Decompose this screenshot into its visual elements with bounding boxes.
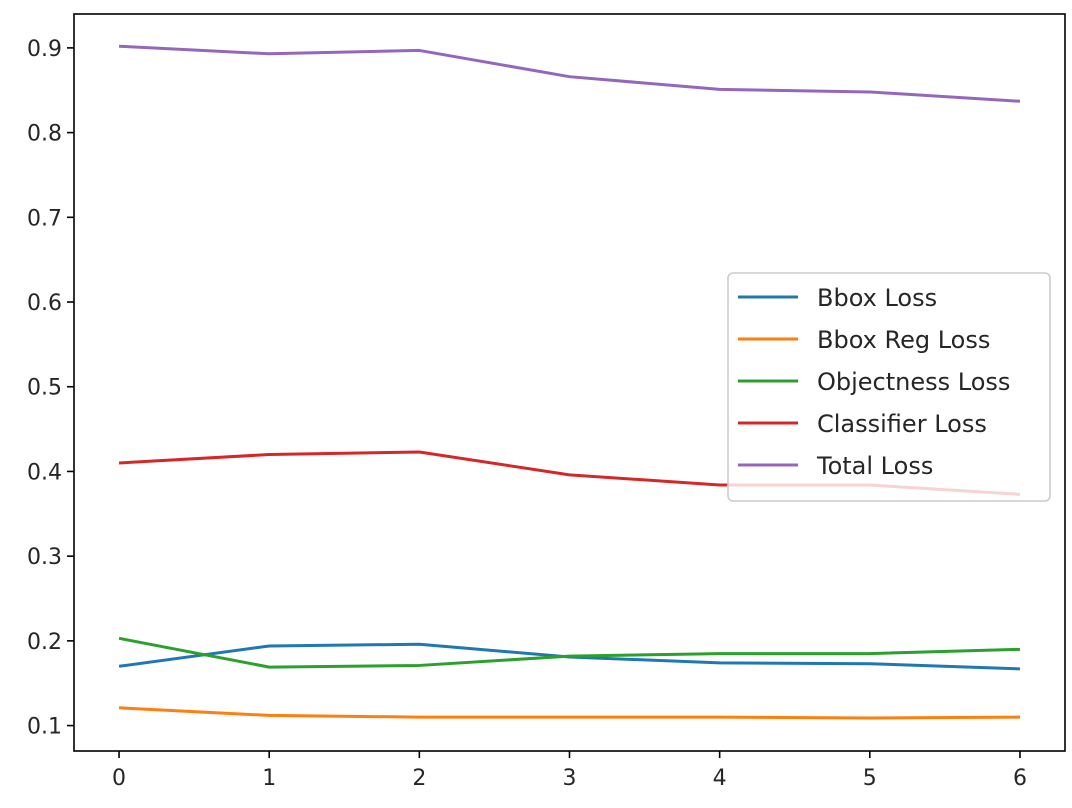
x-tick-label: 0 <box>112 766 126 791</box>
legend-label: Classifier Loss <box>817 410 987 438</box>
x-tick-label: 6 <box>1013 766 1027 791</box>
legend-label: Objectness Loss <box>817 368 1010 396</box>
legend-label: Total Loss <box>816 452 933 480</box>
x-tick-label: 5 <box>863 766 877 791</box>
legend-label: Bbox Reg Loss <box>817 326 990 354</box>
y-tick-label: 0.9 <box>27 37 62 62</box>
x-tick-label: 4 <box>713 766 727 791</box>
y-tick-label: 0.2 <box>27 630 62 655</box>
x-tick-label: 1 <box>262 766 276 791</box>
y-tick-label: 0.5 <box>27 376 62 401</box>
y-tick-label: 0.8 <box>27 122 62 147</box>
x-tick-label: 3 <box>563 766 577 791</box>
y-tick-label: 0.7 <box>27 206 62 231</box>
series-line-4 <box>118 44 1021 103</box>
y-tick-label: 0.3 <box>27 545 62 570</box>
legend-label: Bbox Loss <box>817 284 937 312</box>
series-line-2 <box>118 636 1020 669</box>
legend: Bbox Loss Bbox Reg Loss Objectness Loss Cla… <box>727 272 1051 502</box>
x-tick-label: 2 <box>412 766 426 791</box>
y-axis: 0.1 0.2 0.3 0.4 0.5 0.6 0.7 0.8 0.9 <box>27 37 74 740</box>
legend-box <box>727 272 1051 502</box>
series-line-1 <box>118 706 1020 720</box>
y-tick-label: 0.6 <box>27 291 62 316</box>
y-tick-label: 0.4 <box>27 460 62 485</box>
y-tick-label: 0.1 <box>27 715 62 740</box>
x-axis: 0 1 2 3 4 5 6 <box>112 751 1027 791</box>
